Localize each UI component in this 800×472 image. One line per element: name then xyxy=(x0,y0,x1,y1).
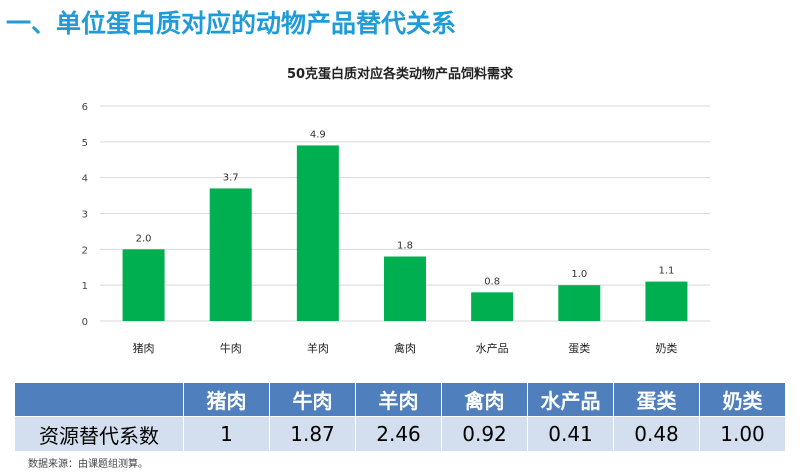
y-tick-label: 5 xyxy=(82,138,88,149)
data-label: 3.7 xyxy=(223,172,239,183)
table-header-row: 猪肉 牛肉 羊肉 禽肉 水产品 蛋类 奶类 xyxy=(14,382,786,417)
table-cell: 0.41 xyxy=(527,416,614,452)
data-source-note: 数据来源：由课题组测算。 xyxy=(28,459,148,470)
bars xyxy=(122,145,688,321)
data-label: 2.0 xyxy=(136,233,152,244)
x-tick-label: 水产品 xyxy=(476,341,509,355)
table-header-cell: 牛肉 xyxy=(269,382,356,417)
table-header-cell: 禽肉 xyxy=(441,382,528,417)
y-tick-label: 4 xyxy=(82,174,88,185)
x-tick-label: 猪肉 xyxy=(133,342,155,355)
data-label: 1.8 xyxy=(397,241,413,252)
table-header-cell: 奶类 xyxy=(699,382,786,417)
x-tick-label: 禽肉 xyxy=(394,341,416,355)
bar xyxy=(209,188,252,321)
table-cell: 2.46 xyxy=(355,416,442,452)
data-label: 4.9 xyxy=(310,129,326,140)
data-label: 1.1 xyxy=(658,266,674,277)
data-label: 0.8 xyxy=(484,276,500,287)
x-tick-label: 奶类 xyxy=(655,341,677,355)
table-cell: 0.92 xyxy=(441,416,528,452)
y-tick-label: 0 xyxy=(82,317,88,328)
row-label: 资源替代系数 xyxy=(14,416,184,452)
data-label: 1.0 xyxy=(571,269,587,280)
table-cell: 1.87 xyxy=(269,416,356,452)
bar xyxy=(558,285,601,321)
table-header-cell: 蛋类 xyxy=(613,382,700,417)
page-title: 一、单位蛋白质对应的动物产品替代关系 xyxy=(6,9,457,38)
x-tick-label: 羊肉 xyxy=(307,341,329,355)
x-tick-label: 蛋类 xyxy=(568,341,590,355)
table-cell: 1.00 xyxy=(699,416,786,452)
bar xyxy=(296,145,339,321)
bar xyxy=(645,281,688,321)
table-cell: 0.48 xyxy=(613,416,700,452)
x-tick-label: 牛肉 xyxy=(220,341,242,355)
data-labels: 2.0 3.7 4.9 1.8 0.8 1.0 1.1 xyxy=(136,129,675,287)
table-cell: 1 xyxy=(183,416,270,452)
table-header-cell: 羊肉 xyxy=(355,382,442,417)
table-row: 资源替代系数 1 1.87 2.46 0.92 0.41 0.48 1.00 xyxy=(14,416,786,452)
bar xyxy=(122,249,165,321)
y-tick-label: 1 xyxy=(82,281,88,292)
y-tick-label: 2 xyxy=(82,245,88,256)
table-corner-cell xyxy=(14,382,184,417)
chart-title: 50克蛋白质对应各类动物产品饲料需求 xyxy=(287,66,514,82)
y-tick-label: 6 xyxy=(82,102,88,113)
y-tick-label: 3 xyxy=(82,210,88,221)
x-axis: 猪肉 牛肉 羊肉 禽肉 水产品 蛋类 奶类 xyxy=(133,341,678,355)
substitution-table: 猪肉 牛肉 羊肉 禽肉 水产品 蛋类 奶类 资源替代系数 1 1.87 2.46 0.92 0.41… xyxy=(14,382,786,452)
y-axis: 0 1 2 3 4 5 6 xyxy=(82,102,88,328)
table-header-cell: 猪肉 xyxy=(183,382,270,417)
bar xyxy=(384,256,426,321)
table-header-cell: 水产品 xyxy=(527,382,614,417)
bar-chart: 50克蛋白质对应各类动物产品饲料需求 0 1 2 3 4 5 6 2.0 3.7 4.9 1.8 0… xyxy=(82,66,710,355)
bar xyxy=(471,292,514,321)
